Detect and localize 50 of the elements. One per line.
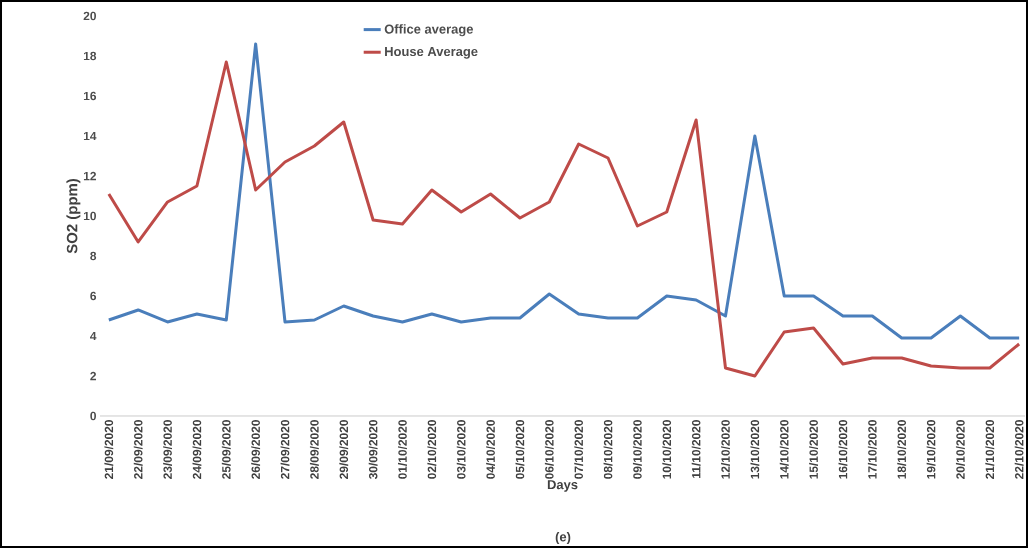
x-tick-label: 29/09/2020 — [339, 420, 349, 479]
x-axis-title: Days — [547, 480, 578, 492]
x-tick-label: 02/10/2020 — [427, 420, 437, 479]
x-tick-label: 27/09/2020 — [280, 420, 290, 479]
y-tick-label: 20 — [83, 11, 96, 21]
x-tick-label: 23/09/2020 — [163, 420, 172, 479]
x-tick-label: 21/10/2020 — [985, 420, 995, 479]
y-tick-label: 12 — [83, 171, 97, 181]
line-series — [107, 42, 1021, 340]
x-tick-label: 19/10/2020 — [926, 420, 936, 479]
x-tick-label: 06/10/2020 — [544, 420, 554, 479]
x-tick-label: 26/09/2020 — [251, 420, 261, 479]
x-tick-label: 22/09/2020 — [133, 420, 143, 479]
x-tick-label: 18/10/2020 — [897, 420, 907, 479]
legend-label: House Average — [385, 47, 478, 59]
y-tick-label: 4 — [90, 331, 97, 341]
line-series — [107, 60, 1021, 378]
x-tick-label: 10/10/2020 — [662, 420, 672, 479]
legend-label: Office average — [384, 24, 474, 37]
x-tick-label: 25/09/2020 — [221, 420, 231, 479]
x-tick-label: 11/10/2020 — [691, 420, 701, 478]
x-tick-label: 08/10/2020 — [603, 420, 613, 479]
x-tick-label: 24/09/2020 — [192, 420, 202, 479]
x-tick-label: 12/10/2020 — [721, 420, 730, 479]
x-tick-label: 17/10/2020 — [867, 420, 877, 479]
y-tick-label: 18 — [83, 51, 97, 61]
x-tick-label: 07/10/2020 — [574, 420, 584, 479]
y-tick-label: 8 — [90, 251, 97, 261]
x-tick-label: 09/10/2020 — [632, 420, 642, 479]
y-tick-label: 16 — [83, 91, 97, 101]
y-tick-label: 10 — [83, 211, 96, 221]
x-tick-label: 03/10/2020 — [456, 420, 466, 479]
x-tick-label: 14/10/2020 — [779, 420, 789, 479]
x-tick-label: 28/09/2020 — [309, 420, 319, 479]
text: (e) — [555, 531, 571, 545]
x-tick-label: 16/10/2020 — [838, 420, 848, 479]
x-tick-label: 21/09/2020 — [104, 420, 114, 479]
x-tick-label: 15/10/2020 — [809, 420, 819, 479]
x-tick-label: 20/10/2020 — [955, 420, 965, 479]
x-tick-label: 22/10/2020 — [1014, 420, 1024, 479]
x-tick-label: 13/10/2020 — [750, 420, 760, 479]
x-tick-label: 01/10/2020 — [398, 420, 407, 479]
y-axis-title: SO2 (ppm) — [66, 178, 81, 254]
y-tick-label: 2 — [90, 371, 97, 381]
x-tick-label: 04/10/2020 — [486, 420, 496, 479]
y-tick-label: 14 — [83, 131, 97, 141]
y-tick-label: 0 — [90, 411, 96, 421]
x-tick-label: 30/09/2020 — [368, 420, 378, 480]
x-tick-label: 05/10/2020 — [515, 420, 525, 479]
y-tick-label: 6 — [90, 291, 97, 301]
